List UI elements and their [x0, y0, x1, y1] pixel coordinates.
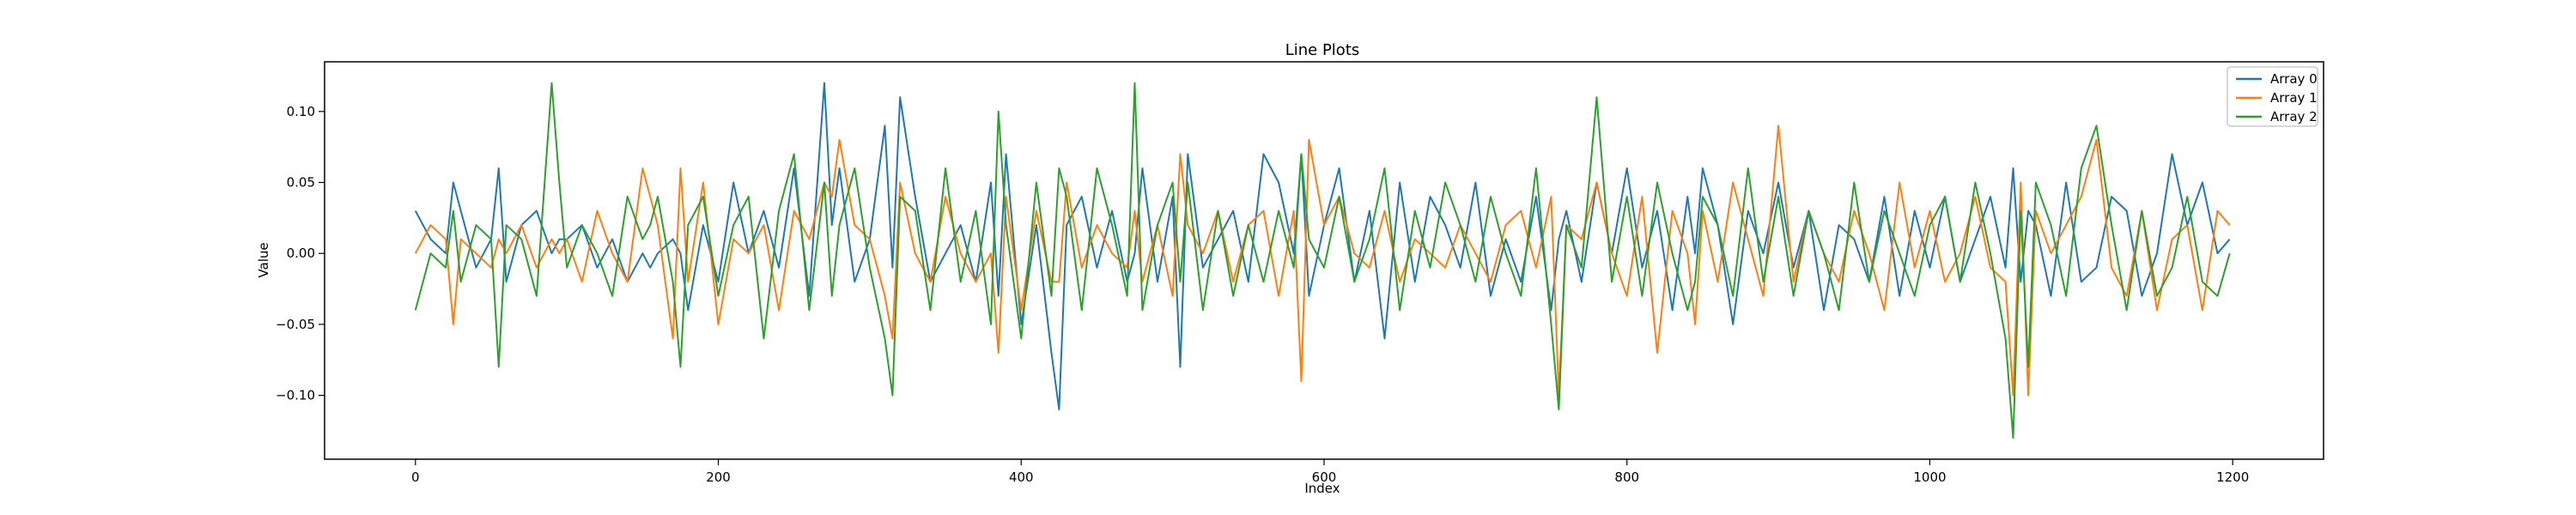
plot-area-frame [324, 61, 2324, 460]
x-tick-label: 400 [1009, 470, 1034, 485]
x-axis-label: Index [1304, 481, 1340, 496]
legend: Array 0 Array 1 Array 2 [2227, 66, 2318, 127]
series-group [414, 82, 2231, 439]
x-axis-ticks: 0 200 400 600 800 1000 1200 [411, 459, 2249, 485]
series-line-array-1 [414, 124, 2231, 397]
y-tick-label: 0.10 [287, 104, 315, 119]
legend-box [2227, 66, 2318, 127]
y-tick-label: 0.05 [287, 175, 315, 191]
chart-title: Line Plots [1285, 41, 1360, 59]
y-axis-ticks: −0.10 −0.05 0.00 0.05 0.10 [276, 104, 325, 403]
y-axis-label: Value [256, 242, 271, 277]
series-line-array-2 [414, 82, 2231, 439]
x-tick-label: 200 [706, 470, 731, 485]
x-tick-label: 800 [1614, 470, 1639, 485]
x-tick-label: 1200 [2216, 470, 2249, 485]
x-tick-label: 1000 [1913, 470, 1946, 485]
legend-label: Array 1 [2270, 90, 2318, 106]
x-tick-label: 600 [1312, 470, 1337, 485]
series-line-array-0 [414, 82, 2231, 411]
y-tick-label: −0.10 [276, 388, 315, 403]
legend-label: Array 0 [2270, 71, 2318, 87]
x-tick-label: 0 [411, 470, 420, 485]
legend-label: Array 2 [2270, 109, 2318, 124]
y-tick-label: −0.05 [276, 317, 315, 332]
y-tick-label: 0.00 [287, 245, 315, 261]
